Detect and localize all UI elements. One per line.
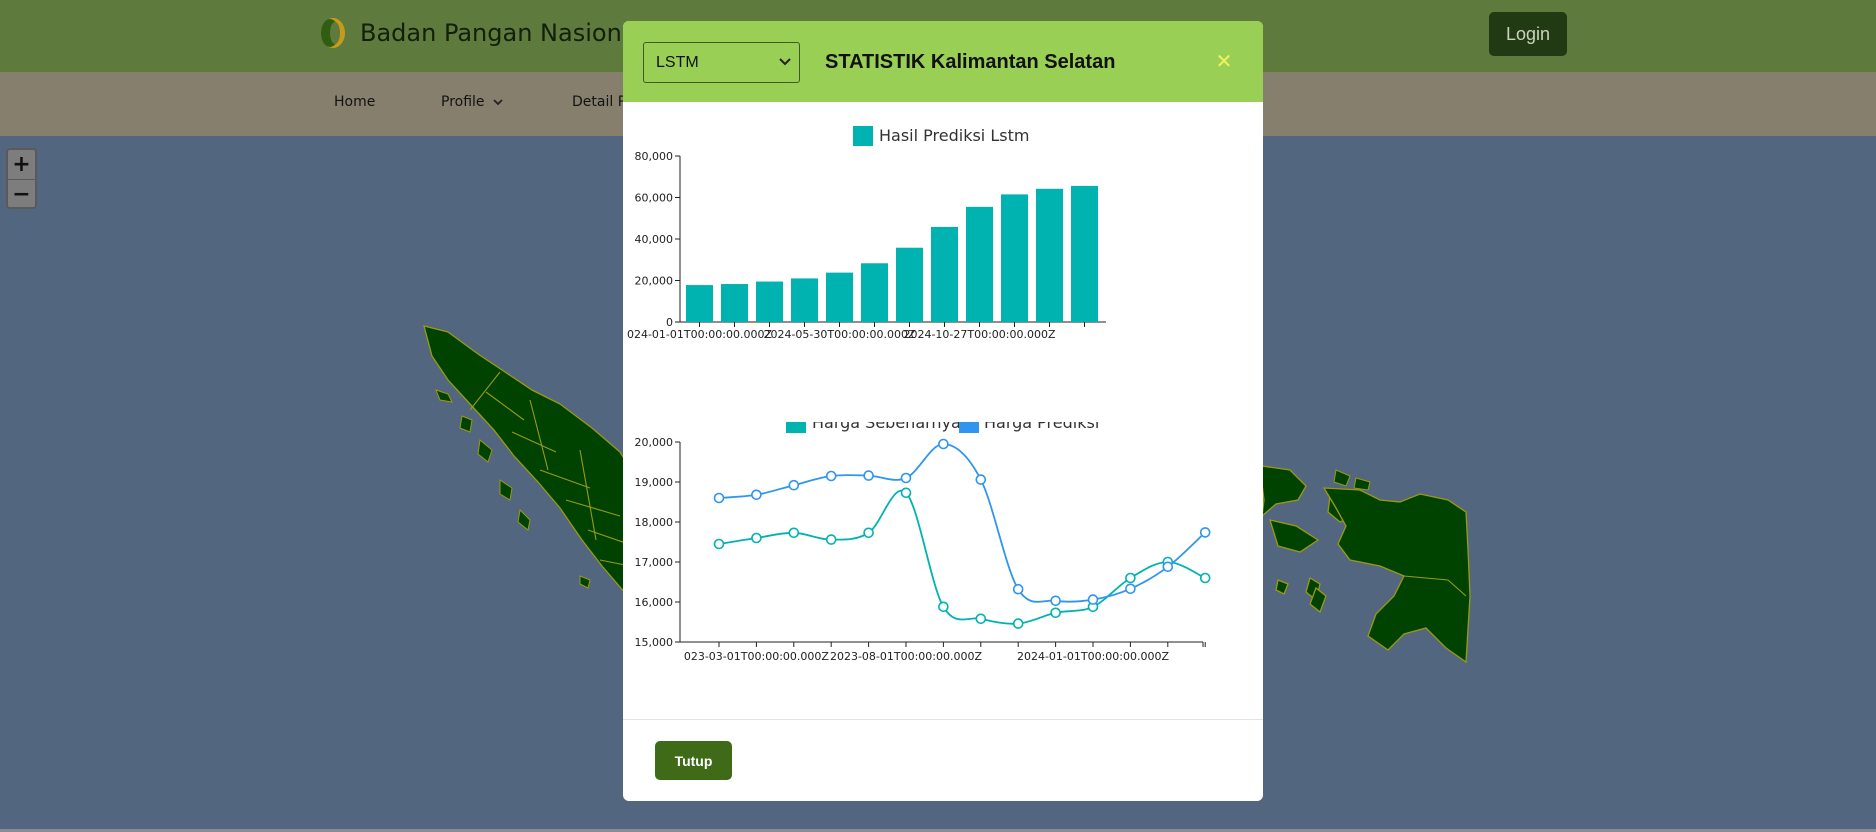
- data-point-predicted[interactable]: [1125, 583, 1136, 595]
- modal-title: STATISTIK Kalimantan Selatan: [825, 51, 1116, 73]
- data-point-actual[interactable]: [863, 527, 874, 539]
- bar[interactable]: [966, 206, 993, 322]
- data-point-predicted[interactable]: [863, 470, 874, 481]
- data-point-actual[interactable]: [1012, 618, 1024, 629]
- x-tick-label: 2024-05-30T00:00:00.000Z: [763, 328, 916, 341]
- bar[interactable]: [721, 284, 748, 322]
- y-tick-label: 17,000: [635, 556, 674, 569]
- line-legend[interactable]: Harga Sebenarnya Harga Prediksi: [786, 422, 1099, 433]
- bar-legend[interactable]: Hasil Prediksi Lstm: [853, 126, 1029, 146]
- bar[interactable]: [896, 247, 923, 322]
- data-point-actual[interactable]: [713, 538, 725, 550]
- series-line-predicted: [718, 443, 1206, 603]
- chevron-down-icon: [492, 99, 503, 106]
- y-tick-label: 0: [666, 316, 673, 329]
- y-tick-label: 80,000: [635, 150, 674, 163]
- nav-profile-label: Profile: [441, 94, 485, 110]
- data-point-predicted[interactable]: [1050, 595, 1061, 607]
- data-point-actual[interactable]: [1125, 572, 1136, 584]
- line-chart: Harga Sebenarnya Harga Prediksi 15,000 16,0…: [635, 422, 1211, 663]
- y-tick-label: 19,000: [635, 476, 674, 489]
- legend-label-actual: Harga Sebenarnya: [812, 422, 961, 432]
- bar[interactable]: [791, 278, 818, 322]
- modal-body: Hasil Prediksi Lstm 0 20,000 40,000 60,000 80…: [623, 102, 1263, 719]
- y-tick-label: 20,000: [635, 275, 674, 288]
- indonesia-map[interactable]: [0, 136, 1876, 832]
- brand[interactable]: Badan Pangan Nasional: [318, 16, 643, 50]
- brand-title: Badan Pangan Nasional: [360, 19, 644, 47]
- data-point-predicted[interactable]: [1012, 583, 1024, 595]
- x-tick-label: 2023-08-01T00:00:00.000Z: [830, 650, 983, 663]
- bar[interactable]: [686, 285, 713, 322]
- x-tick-label: 2024-10-27T00:00:00.000Z: [903, 328, 1056, 341]
- x-tick-label: 2024-01-01T00:00:00.000Z: [1017, 650, 1170, 663]
- data-point-actual[interactable]: [938, 601, 949, 613]
- y-tick-label: 40,000: [635, 233, 674, 246]
- y-tick-label: 18,000: [635, 516, 674, 529]
- data-point-predicted[interactable]: [751, 489, 762, 501]
- bar[interactable]: [1071, 185, 1098, 322]
- legend-label-predicted: Harga Prediksi: [984, 422, 1099, 432]
- data-point-predicted[interactable]: [900, 472, 912, 484]
- bar-chart: Hasil Prediksi Lstm 0 20,000 40,000 60,000 80…: [627, 126, 1106, 341]
- x-tick-label: 023-03-01T00:00:00.000Z: [684, 650, 830, 663]
- brand-logo-icon: [321, 18, 345, 48]
- x-tick-label: 024-01-01T00:00:00.000Z: [627, 328, 773, 341]
- modal-header: LSTM STATISTIK Kalimantan Selatan ✕: [623, 21, 1263, 102]
- data-point-actual[interactable]: [1199, 572, 1211, 584]
- close-icon[interactable]: ✕: [1215, 49, 1233, 73]
- y-tick-label: 20,000: [635, 436, 674, 449]
- legend-swatch-predicted: [959, 422, 979, 433]
- model-select-value: LSTM: [656, 54, 699, 71]
- map-land-papua: [1261, 465, 1471, 664]
- data-point-predicted[interactable]: [1162, 561, 1174, 573]
- y-tick-label: 16,000: [635, 596, 674, 609]
- bar[interactable]: [1001, 194, 1028, 322]
- nav-home[interactable]: Home: [334, 94, 376, 110]
- data-point-predicted[interactable]: [975, 474, 987, 485]
- bar[interactable]: [861, 263, 888, 322]
- statistics-modal: LSTM STATISTIK Kalimantan Selatan ✕ Hasi…: [623, 21, 1263, 801]
- nav-profile[interactable]: Profile: [441, 94, 503, 110]
- legend-swatch-actual: [786, 422, 806, 433]
- bar[interactable]: [826, 272, 853, 322]
- data-point-predicted[interactable]: [788, 479, 800, 491]
- data-point-actual[interactable]: [1050, 607, 1061, 619]
- page-bottom-border: [0, 829, 1876, 832]
- data-point-predicted[interactable]: [938, 438, 949, 450]
- data-point-actual[interactable]: [975, 613, 987, 625]
- series-line-actual: [718, 489, 1206, 625]
- data-point-predicted[interactable]: [1199, 527, 1211, 538]
- data-point-actual[interactable]: [788, 527, 800, 539]
- zoom-control: + −: [6, 148, 37, 209]
- data-point-predicted[interactable]: [825, 470, 837, 482]
- bar[interactable]: [931, 226, 958, 322]
- bar[interactable]: [756, 281, 783, 322]
- data-point-actual[interactable]: [825, 534, 837, 545]
- chevron-down-icon: [779, 58, 791, 66]
- y-tick-label: 60,000: [635, 192, 674, 205]
- y-tick-label: 15,000: [635, 636, 674, 649]
- login-button[interactable]: Login: [1489, 12, 1567, 56]
- modal-footer: Tutup: [623, 719, 1263, 801]
- data-point-actual[interactable]: [900, 487, 912, 499]
- model-select[interactable]: LSTM: [643, 42, 800, 83]
- data-point-actual[interactable]: [751, 532, 762, 544]
- zoom-in-button[interactable]: +: [8, 150, 35, 179]
- legend-label: Hasil Prediksi Lstm: [879, 126, 1029, 145]
- bar[interactable]: [1036, 188, 1063, 322]
- tutup-button[interactable]: Tutup: [655, 741, 732, 780]
- nav-detail[interactable]: Detail P: [572, 94, 627, 110]
- zoom-out-button[interactable]: −: [8, 179, 35, 207]
- data-point-predicted[interactable]: [1087, 594, 1099, 605]
- data-point-predicted[interactable]: [713, 492, 725, 504]
- legend-swatch: [853, 126, 873, 146]
